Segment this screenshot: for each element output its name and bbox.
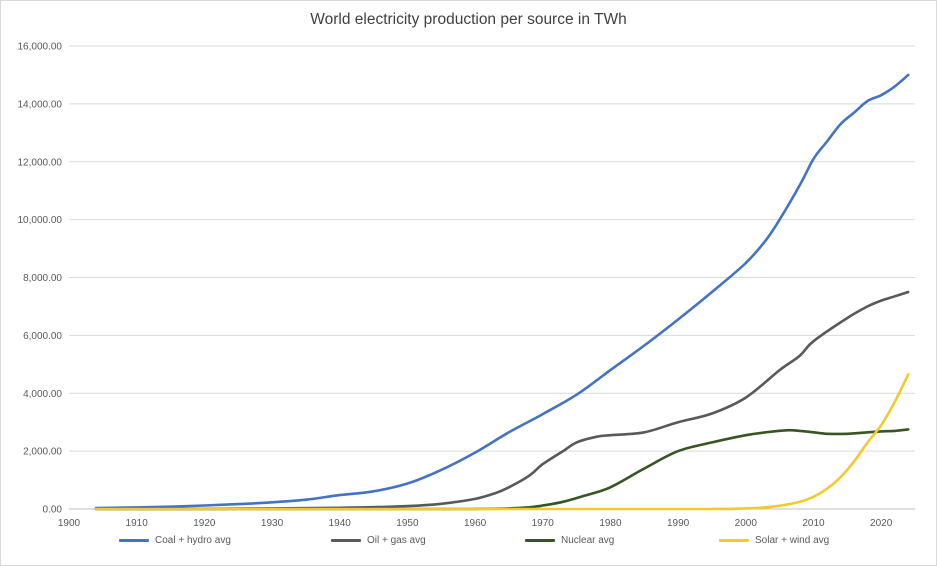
x-tick-label: 2020 bbox=[870, 518, 893, 529]
legend-item: Solar + wind avg bbox=[719, 535, 829, 546]
x-tick-label: 2010 bbox=[802, 518, 825, 529]
x-tick-label: 1900 bbox=[58, 518, 81, 529]
x-tick-label: 1990 bbox=[667, 518, 690, 529]
y-tick-label: 8,000.00 bbox=[23, 273, 62, 284]
legend-label: Oil + gas avg bbox=[367, 535, 426, 546]
x-tick-label: 1920 bbox=[193, 518, 216, 529]
y-tick-label: 6,000.00 bbox=[23, 331, 62, 342]
legend-swatch bbox=[719, 539, 749, 542]
x-tick-label: 1930 bbox=[261, 518, 284, 529]
y-tick-label: 0.00 bbox=[43, 505, 63, 516]
legend-item: Oil + gas avg bbox=[331, 535, 426, 546]
x-tick-label: 1950 bbox=[396, 518, 419, 529]
x-tick-label: 1910 bbox=[126, 518, 149, 529]
chart-legend: Coal + hydro avg Oil + gas avg Nuclear avg… bbox=[1, 535, 936, 553]
y-tick-label: 10,000.00 bbox=[18, 215, 63, 226]
y-tick-label: 2,000.00 bbox=[23, 447, 62, 458]
legend-swatch bbox=[331, 539, 361, 542]
x-tick-label: 1970 bbox=[532, 518, 555, 529]
x-tick-label: 1980 bbox=[599, 518, 622, 529]
series-line-oil-gas-avg bbox=[94, 290, 910, 511]
chart-title: World electricity production per source … bbox=[310, 11, 627, 28]
x-tick-label: 1960 bbox=[464, 518, 487, 529]
legend-label: Nuclear avg bbox=[561, 535, 615, 546]
series-line-solar-wind-avg bbox=[94, 373, 910, 511]
legend-swatch bbox=[525, 539, 555, 542]
legend-item: Nuclear avg bbox=[525, 535, 614, 546]
legend-label: Coal + hydro avg bbox=[155, 535, 231, 546]
y-tick-label: 4,000.00 bbox=[23, 389, 62, 400]
legend-label: Solar + wind avg bbox=[755, 535, 830, 546]
series-line-nuclear-avg bbox=[94, 428, 910, 511]
x-tick-label: 2000 bbox=[735, 518, 758, 529]
legend-swatch bbox=[119, 539, 149, 542]
legend-item: Coal + hydro avg bbox=[119, 535, 231, 546]
y-tick-label: 16,000.00 bbox=[18, 42, 63, 53]
series-line-coal-hydro-avg bbox=[94, 73, 910, 510]
y-tick-label: 12,000.00 bbox=[18, 157, 63, 168]
y-tick-label: 14,000.00 bbox=[18, 99, 63, 110]
x-tick-label: 1940 bbox=[329, 518, 352, 529]
